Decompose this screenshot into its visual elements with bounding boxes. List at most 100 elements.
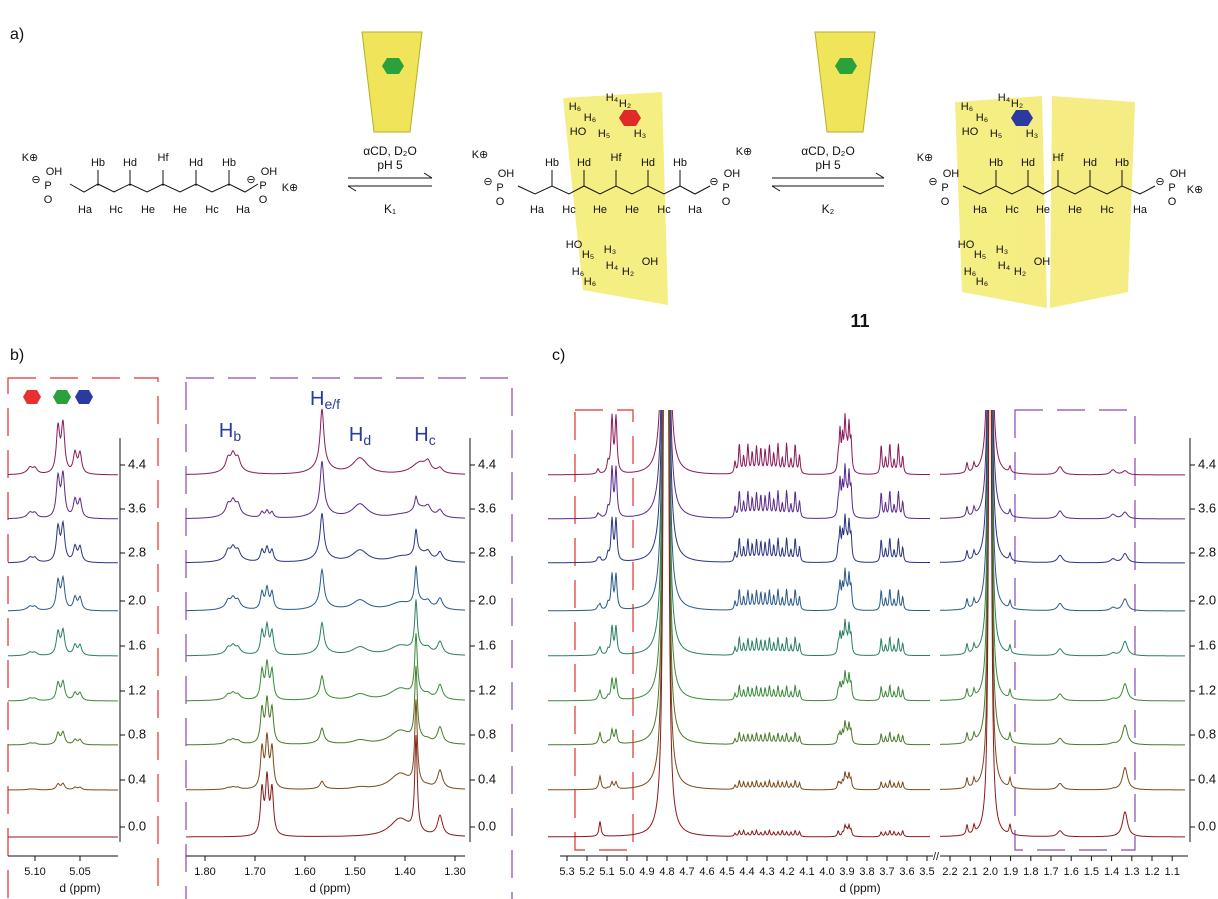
- label: 1.7: [1043, 866, 1058, 878]
- spectrum-trace: [940, 410, 1185, 476]
- x-axis-title: d (ppm): [309, 881, 350, 895]
- label: 0.4: [1198, 771, 1216, 786]
- label: H₆: [976, 276, 988, 288]
- label: 1.6: [478, 637, 496, 652]
- label: Hd: [1083, 157, 1097, 169]
- cd-icon: [361, 31, 876, 133]
- peak-label-main: H: [414, 424, 428, 446]
- label: Ha: [688, 204, 703, 216]
- reagent: αCD, D₂O: [363, 144, 417, 158]
- label: Hd: [1021, 157, 1035, 169]
- label: He: [141, 204, 155, 216]
- label: Hd: [577, 157, 591, 169]
- label: P: [1168, 182, 1175, 194]
- label: 1.4: [1104, 866, 1119, 878]
- label: 4.1: [799, 866, 814, 878]
- label: He: [173, 204, 187, 216]
- label: 1.6: [1198, 637, 1216, 652]
- label: 1.5: [1084, 866, 1099, 878]
- label: P: [941, 182, 948, 194]
- label: 3.6: [478, 500, 496, 515]
- spectrum-trace: [186, 735, 465, 838]
- complex-cones: [563, 92, 1135, 308]
- label: H₂: [622, 266, 634, 278]
- label: O: [1168, 196, 1177, 208]
- label: K⊕: [282, 182, 299, 194]
- label: 3.9: [839, 866, 854, 878]
- spectrum-trace: [8, 782, 118, 791]
- label: 3.8: [859, 866, 874, 878]
- label: Ha: [973, 204, 988, 216]
- label: H₄: [998, 260, 1011, 272]
- label: 1.3: [1124, 866, 1139, 878]
- label: P: [496, 182, 503, 194]
- label: 4.4: [739, 866, 754, 878]
- label: 5.1: [599, 866, 614, 878]
- label: 2.2: [942, 866, 957, 878]
- label: 1.1: [1165, 866, 1180, 878]
- label: 1.2: [128, 682, 146, 697]
- label: OH: [943, 168, 960, 180]
- spectrum-trace: [548, 410, 930, 838]
- label: 0.0: [1198, 818, 1216, 833]
- label: Hf: [611, 152, 623, 164]
- spectrum-trace: [186, 513, 465, 563]
- label: OH: [46, 166, 63, 178]
- spectrum-trace: [548, 410, 930, 564]
- spectrum-trace: [186, 665, 465, 746]
- label: 1.2: [478, 682, 496, 697]
- spectrum-trace: [940, 410, 1185, 746]
- label: O: [44, 194, 53, 206]
- label: Hd: [189, 157, 203, 169]
- label: He: [1068, 204, 1082, 216]
- label: H₅: [974, 249, 986, 261]
- label: Hb: [222, 157, 236, 169]
- spectrum-trace: [940, 410, 1185, 657]
- label: ⊖: [709, 176, 718, 188]
- label: Hb: [1115, 157, 1129, 169]
- spectrum-trace: [940, 410, 1185, 564]
- label: Hb: [989, 157, 1003, 169]
- label: H₃: [1026, 128, 1038, 140]
- panel-label: c): [552, 347, 565, 364]
- label: 5.3: [559, 866, 574, 878]
- spectrum-trace: [548, 410, 930, 702]
- peak-label-sub: c: [429, 432, 436, 448]
- label: He: [1036, 204, 1050, 216]
- label: 4.4: [128, 456, 146, 471]
- spectrum-trace: [548, 410, 930, 612]
- label: K⊕: [472, 149, 489, 161]
- label: H₄: [606, 260, 619, 272]
- label: OH: [1034, 256, 1051, 268]
- label: 0.8: [1198, 726, 1216, 741]
- label: K⊕: [1187, 184, 1204, 196]
- label: 1.8: [1023, 866, 1038, 878]
- label: 0.4: [478, 771, 496, 786]
- label: 4.0: [819, 866, 834, 878]
- label: Ha: [530, 204, 545, 216]
- label: 0.8: [478, 726, 496, 741]
- label: P: [44, 180, 51, 192]
- peak-label-sub: b: [233, 428, 241, 444]
- label: 1.50: [344, 866, 365, 878]
- label: 5.2: [579, 866, 594, 878]
- label: H₆: [584, 112, 596, 124]
- label: 2.8: [128, 544, 146, 559]
- label: HO: [958, 239, 975, 251]
- label: OH: [1170, 168, 1187, 180]
- label: 4.6: [699, 866, 714, 878]
- label: OH: [642, 256, 659, 268]
- label: OH: [724, 168, 741, 180]
- peak-label-sub: e/f: [324, 396, 340, 412]
- peak-label: Hd: [349, 424, 371, 447]
- spectrum-trace: [940, 410, 1185, 791]
- label: 3.6: [899, 866, 914, 878]
- label: Hc: [562, 204, 576, 216]
- label: P: [722, 182, 729, 194]
- label: 4.4: [478, 456, 496, 471]
- label: H₄: [606, 92, 619, 104]
- label: H₆: [569, 101, 581, 113]
- spectrum-trace: [8, 419, 118, 476]
- constant: K₁: [384, 202, 396, 216]
